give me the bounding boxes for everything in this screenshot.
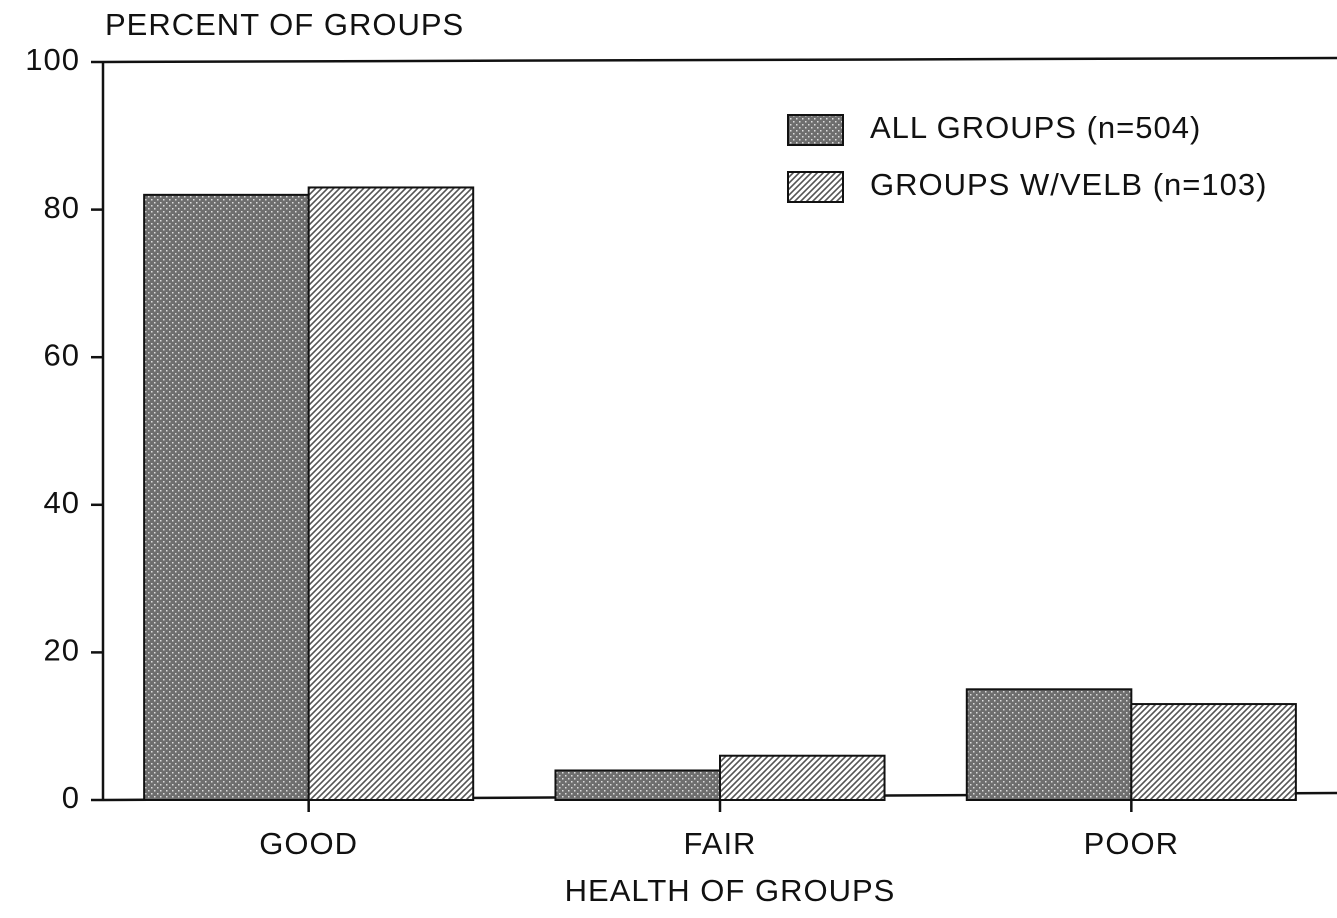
- bar: [307, 186, 475, 801]
- y-tick-label: 0: [62, 780, 80, 815]
- y-tick-label: 20: [44, 633, 80, 668]
- y-tick-label: 60: [44, 337, 80, 372]
- bar: [1130, 703, 1297, 801]
- y-tick-label: 100: [25, 42, 80, 77]
- frame-top: [102, 56, 1337, 64]
- legend-label: ALL GROUPS (n=504): [870, 110, 1201, 145]
- bar: [719, 754, 886, 801]
- y-tick-label: 40: [44, 485, 80, 520]
- y-tick-label: 80: [44, 190, 80, 225]
- bar: [143, 193, 310, 801]
- legend-label: GROUPS W/VELB (n=103): [870, 167, 1267, 202]
- legend-swatch: [787, 171, 844, 203]
- y-axis-label: PERCENT OF GROUPS: [105, 7, 464, 42]
- bar: [554, 769, 722, 801]
- x-tick-label: GOOD: [259, 826, 358, 861]
- x-axis-label: HEALTH OF GROUPS: [565, 873, 896, 908]
- bar: [965, 688, 1133, 801]
- x-tick-label: POOR: [1084, 826, 1179, 861]
- legend-swatch: [787, 114, 844, 146]
- x-tick-label: FAIR: [684, 826, 757, 861]
